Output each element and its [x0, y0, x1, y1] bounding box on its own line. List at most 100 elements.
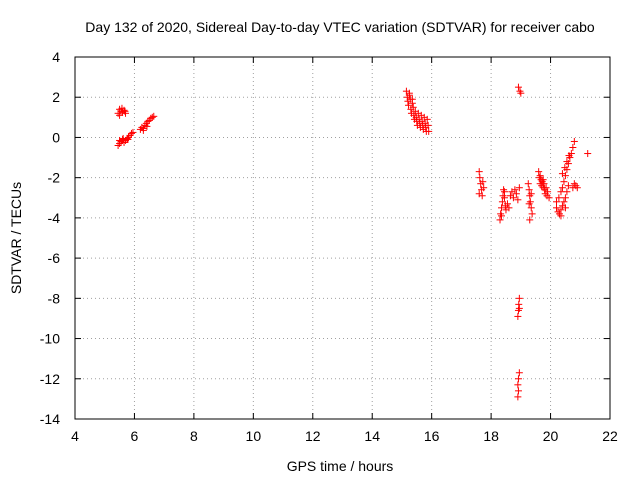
- data-point: [143, 122, 151, 130]
- data-point: [565, 152, 573, 160]
- data-point: [512, 190, 520, 198]
- data-point: [536, 172, 544, 180]
- data-point: [121, 107, 129, 115]
- y-tick-label: -10: [40, 331, 60, 347]
- data-point: [409, 103, 417, 111]
- x-tick-label: 10: [246, 428, 262, 444]
- data-point: [573, 184, 581, 192]
- data-point: [561, 164, 569, 172]
- data-point: [542, 184, 550, 192]
- data-point: [527, 204, 535, 212]
- data-point: [118, 104, 126, 112]
- data-point: [514, 196, 522, 204]
- data-point: [139, 126, 147, 134]
- data-point: [563, 188, 571, 196]
- data-point: [515, 184, 523, 192]
- data-point: [553, 204, 560, 212]
- data-point: [514, 312, 522, 320]
- grid-lines: [75, 57, 610, 419]
- data-point: [544, 188, 552, 196]
- data-point: [557, 206, 565, 214]
- x-tick-label: 22: [602, 428, 618, 444]
- data-point: [424, 121, 432, 129]
- data-point: [514, 387, 522, 395]
- data-point: [540, 180, 548, 188]
- x-tick-label: 14: [364, 428, 380, 444]
- data-point: [561, 204, 569, 212]
- data-point: [539, 176, 547, 184]
- data-point: [515, 304, 523, 312]
- data-point: [498, 198, 506, 206]
- y-tick-label: -12: [40, 371, 60, 387]
- data-point: [514, 393, 522, 401]
- data-point: [514, 381, 522, 389]
- data-point: [476, 174, 484, 182]
- data-point: [405, 89, 413, 97]
- data-point: [558, 184, 566, 192]
- data-point: [584, 150, 592, 158]
- y-axis-label: SDTVAR / TECUs: [8, 182, 24, 294]
- data-point: [563, 158, 571, 166]
- chart-title: Day 132 of 2020, Sidereal Day-to-day VTE…: [85, 19, 595, 35]
- data-point: [129, 128, 137, 136]
- x-axis-label: GPS time / hours: [287, 458, 394, 474]
- data-point: [553, 198, 560, 206]
- data-point: [124, 135, 132, 143]
- data-point: [511, 186, 519, 194]
- y-tick-label: 2: [52, 89, 60, 105]
- data-point: [526, 216, 534, 224]
- data-point: [116, 136, 124, 144]
- data-point: [515, 369, 523, 377]
- data-point: [517, 89, 525, 97]
- y-tick-label: 4: [52, 49, 60, 65]
- data-point: [560, 178, 568, 186]
- data-point: [527, 190, 535, 198]
- data-point: [528, 210, 536, 218]
- data-point: [127, 129, 135, 137]
- data-point: [558, 170, 566, 178]
- y-tick-label: -6: [48, 250, 61, 266]
- data-points: [114, 83, 592, 401]
- data-point: [475, 190, 483, 198]
- x-tick-label: 4: [71, 428, 79, 444]
- x-tick-label: 20: [543, 428, 559, 444]
- data-point: [514, 83, 522, 91]
- y-tick-label: -14: [40, 411, 60, 427]
- data-point: [408, 95, 416, 103]
- data-point: [423, 115, 431, 123]
- data-point: [505, 204, 513, 212]
- data-point: [514, 375, 522, 383]
- plot-frame: [74, 56, 611, 420]
- x-tick-label: 16: [424, 428, 440, 444]
- data-point: [560, 198, 568, 206]
- axis-ticks: 4 6 8 10 12 14 16 18 20 22 -14 -12 -10 -8 -6 -4 -2 0 2 4: [40, 49, 618, 444]
- y-tick-label: -4: [48, 210, 61, 226]
- data-point: [570, 137, 578, 145]
- data-point: [557, 188, 565, 196]
- x-tick-label: 8: [190, 428, 198, 444]
- data-point: [496, 216, 504, 224]
- data-point: [500, 188, 508, 196]
- data-point: [515, 294, 523, 302]
- data-point: [404, 101, 412, 109]
- x-tick-label: 18: [483, 428, 499, 444]
- data-point: [425, 127, 433, 135]
- data-point: [150, 112, 158, 120]
- data-point: [119, 134, 127, 142]
- data-point: [525, 186, 533, 194]
- data-point: [503, 200, 511, 208]
- x-tick-label: 6: [131, 428, 139, 444]
- data-point: [498, 204, 506, 212]
- data-point: [116, 111, 124, 119]
- data-point: [480, 184, 488, 192]
- data-point: [498, 212, 506, 220]
- y-tick-label: -8: [48, 290, 61, 306]
- data-point: [535, 168, 543, 176]
- data-point: [569, 144, 577, 151]
- data-point: [555, 194, 563, 202]
- data-point: [475, 168, 483, 176]
- y-tick-label: -2: [48, 170, 61, 186]
- data-point: [545, 194, 553, 202]
- data-point: [500, 194, 508, 202]
